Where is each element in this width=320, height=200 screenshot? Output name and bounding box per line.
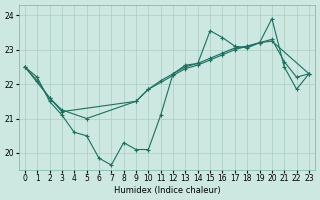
X-axis label: Humidex (Indice chaleur): Humidex (Indice chaleur): [114, 186, 220, 195]
